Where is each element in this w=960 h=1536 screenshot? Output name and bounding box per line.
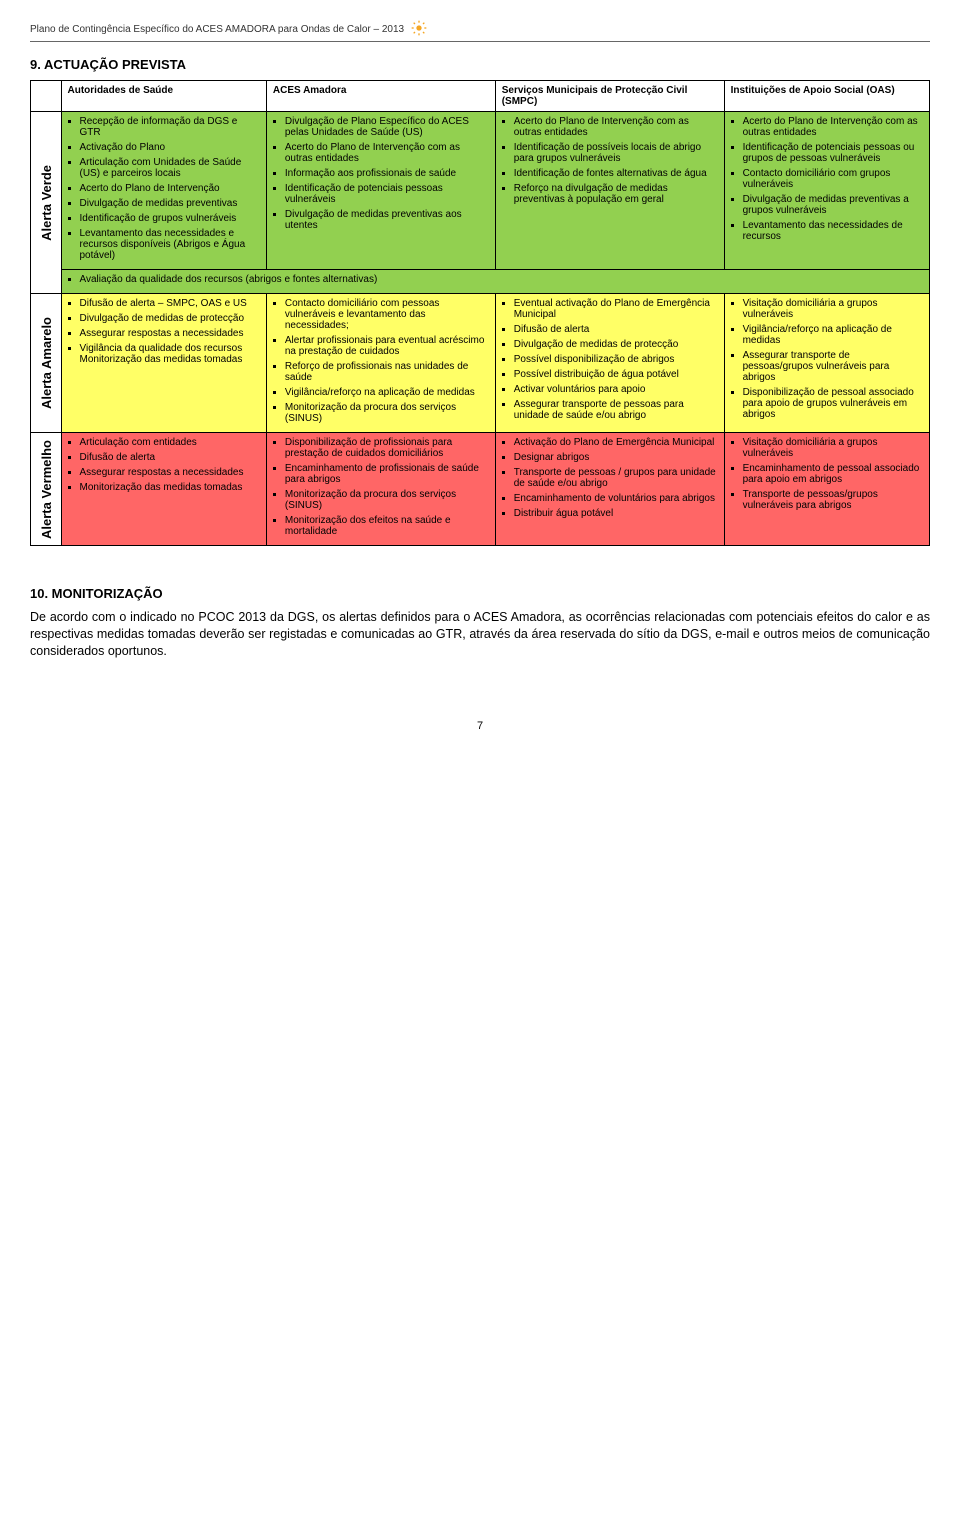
list-item: Identificação de potenciais pessoas ou g… [743,142,923,164]
amarelo-label: Alerta Amarelo [37,317,56,409]
list-item: Disponibilização de pessoal associado pa… [743,387,923,420]
verde-c1: Recepção de informação da DGS e GTR Activ… [61,112,266,270]
list-item: Difusão de alerta [514,324,718,335]
verde-label-cell: Alerta Verde [31,112,62,294]
list-item: Levantamento das necessidades de recurso… [743,220,923,242]
verde-c3: Acerto do Plano de Intervenção com as ou… [495,112,724,270]
list-item: Informação aos profissionais de saúde [285,168,489,179]
verde-avaliacao: Avaliação da qualidade dos recursos (abr… [61,270,930,294]
col-autoridades: Autoridades de Saúde [61,81,266,112]
list-item: Articulação com entidades [80,437,260,448]
list-item: Encaminhamento de pessoal associado para… [743,463,923,485]
verde-label: Alerta Verde [37,165,56,241]
list-item: Difusão de alerta [80,452,260,463]
section10-paragraph: De acordo com o indicado no PCOC 2013 da… [30,609,930,660]
list-item: Alertar profissionais para eventual acré… [285,335,489,357]
list-item: Possível disponibilização de abrigos [514,354,718,365]
running-header: Plano de Contingência Específico do ACES… [30,20,930,42]
col-aces: ACES Amadora [266,81,495,112]
alert-table: Autoridades de Saúde ACES Amadora Serviç… [30,80,930,546]
list-item: Recepção de informação da DGS e GTR [80,116,260,138]
list-item: Transporte de pessoas / grupos para unid… [514,467,718,489]
list-item: Divulgação de medidas preventivas [80,198,260,209]
list-item: Acerto do Plano de Intervenção com as ou… [285,142,489,164]
list-item: Activação do Plano [80,142,260,153]
page-number: 7 [30,720,930,732]
list-item: Divulgação de medidas de protecção [80,313,260,324]
list-item: Acerto do Plano de Intervenção com as ou… [743,116,923,138]
list-item: Identificação de grupos vulneráveis [80,213,260,224]
list-item: Vigilância/reforço na aplicação de medid… [285,387,489,398]
list-item: Activação do Plano de Emergência Municip… [514,437,718,448]
list-item: Visitação domiciliária a grupos vulneráv… [743,298,923,320]
list-item: Divulgação de medidas de protecção [514,339,718,350]
list-item: Acerto do Plano de Intervenção com as ou… [514,116,718,138]
col-smpc: Serviços Municipais de Protecção Civil (… [495,81,724,112]
amarelo-c1: Difusão de alerta – SMPC, OAS e US Divulg… [61,294,266,433]
vermelho-label-cell: Alerta Vermelho [31,433,62,546]
amarelo-c4: Visitação domiciliária a grupos vulneráv… [724,294,929,433]
list-item: Identificação de fontes alternativas de … [514,168,718,179]
vermelho-c2: Disponibilização de profissionais para p… [266,433,495,546]
vermelho-label: Alerta Vermelho [37,440,56,539]
list-item: Transporte de pessoas/grupos vulneráveis… [743,489,923,511]
list-item: Distribuir água potável [514,508,718,519]
list-item: Contacto domiciliário com grupos vulnerá… [743,168,923,190]
amarelo-label-cell: Alerta Amarelo [31,294,62,433]
list-item: Vigilância/reforço na aplicação de medid… [743,324,923,346]
list-item: Reforço na divulgação de medidas prevent… [514,183,718,205]
list-item: Assegurar transporte de pessoas para uni… [514,399,718,421]
list-item: Divulgação de medidas preventivas aos ut… [285,209,489,231]
list-item: Designar abrigos [514,452,718,463]
list-item: Articulação com Unidades de Saúde (US) e… [80,157,260,179]
list-item: Assegurar respostas a necessidades [80,467,260,478]
list-item: Contacto domiciliário com pessoas vulner… [285,298,489,331]
list-item: Difusão de alerta – SMPC, OAS e US [80,298,260,309]
section10-title: 10. MONITORIZAÇÃO [30,586,930,601]
sun-icon [411,20,427,39]
list-item: Activar voluntários para apoio [514,384,718,395]
list-item: Levantamento das necessidades e recursos… [80,228,260,261]
list-item: Divulgação de Plano Específico do ACES p… [285,116,489,138]
vermelho-c1: Articulação com entidades Difusão de aler… [61,433,266,546]
col-oas: Instituições de Apoio Social (OAS) [724,81,929,112]
list-item: Disponibilização de profissionais para p… [285,437,489,459]
list-item: Monitorização das medidas tomadas [80,482,260,493]
avaliacao-item: Avaliação da qualidade dos recursos (abr… [80,274,924,285]
list-item: Encaminhamento de profissionais de saúde… [285,463,489,485]
list-item: Eventual activação do Plano de Emergênci… [514,298,718,320]
list-item: Identificação de possíveis locais de abr… [514,142,718,164]
list-item: Assegurar respostas a necessidades [80,328,260,339]
list-item: Monitorização dos efeitos na saúde e mor… [285,515,489,537]
verde-c4: Acerto do Plano de Intervenção com as ou… [724,112,929,270]
list-item: Monitorização da procura dos serviços (S… [285,489,489,511]
list-item: Possível distribuição de água potável [514,369,718,380]
running-title: Plano de Contingência Específico do ACES… [30,24,404,35]
list-item: Reforço de profissionais nas unidades de… [285,361,489,383]
empty-header [31,81,62,112]
list-item: Vigilância da qualidade dos recursos Mon… [80,343,260,365]
verde-c2: Divulgação de Plano Específico do ACES p… [266,112,495,270]
section9-title: 9. ACTUAÇÃO PREVISTA [30,57,930,72]
list-item: Encaminhamento de voluntários para abrig… [514,493,718,504]
vermelho-c3: Activação do Plano de Emergência Municip… [495,433,724,546]
amarelo-c2: Contacto domiciliário com pessoas vulner… [266,294,495,433]
amarelo-c3: Eventual activação do Plano de Emergênci… [495,294,724,433]
vermelho-c4: Visitação domiciliária a grupos vulneráv… [724,433,929,546]
list-item: Identificação de potenciais pessoas vuln… [285,183,489,205]
list-item: Visitação domiciliária a grupos vulneráv… [743,437,923,459]
list-item: Divulgação de medidas preventivas a grup… [743,194,923,216]
list-item: Monitorização da procura dos serviços (S… [285,402,489,424]
list-item: Assegurar transporte de pessoas/grupos v… [743,350,923,383]
list-item: Acerto do Plano de Intervenção [80,183,260,194]
